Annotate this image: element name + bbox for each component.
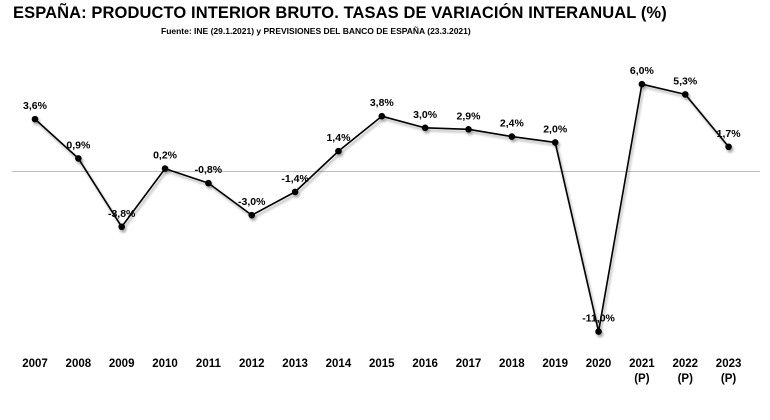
data-label-2022: 5,3% [673, 75, 698, 87]
data-label-2008: 0,9% [66, 139, 91, 151]
x-tick-label-2021: 2021 [629, 358, 655, 370]
x-tick-label-2017: 2017 [456, 358, 482, 370]
x-tick-label-2018: 2018 [499, 358, 525, 370]
chart-subtitle: Fuente: INE (29.1.2021) y PREVISIONES DE… [161, 26, 471, 36]
data-label-2007: 3,6% [23, 100, 48, 112]
x-tick-label-2022: 2022 [672, 358, 698, 370]
x-tick-label-2013: 2013 [282, 358, 308, 370]
x-tick-label-2016: 2016 [412, 358, 438, 370]
data-label-2019: 2,0% [543, 123, 568, 135]
data-point-2012 [248, 211, 256, 219]
x-tick-label-2023-p: (P) [721, 373, 737, 385]
chart-title: ESPAÑA: PRODUCTO INTERIOR BRUTO. TASAS D… [13, 4, 667, 22]
data-point-2018 [508, 133, 516, 140]
data-point-2009 [118, 223, 125, 231]
x-tick-label-2008: 2008 [66, 358, 92, 370]
data-point-2011 [205, 179, 212, 187]
x-tick-label-2007: 2007 [22, 358, 48, 370]
data-label-2012: -3,0% [238, 196, 266, 208]
series-line [34, 83, 730, 333]
data-label-2014: 1,4% [326, 132, 351, 144]
data-point-2010 [161, 165, 169, 172]
x-tick-label-2014: 2014 [326, 358, 352, 370]
data-label-2015: 3,8% [370, 97, 395, 109]
data-point-2020 [595, 328, 602, 335]
x-tick-label-2012: 2012 [239, 358, 265, 370]
data-point-2022 [681, 91, 689, 98]
data-point-2016 [421, 124, 429, 132]
x-tick-label-2022-p: (P) [678, 373, 694, 385]
x-tick-label-2019: 2019 [542, 358, 568, 370]
data-label-2010: 0,2% [153, 150, 178, 162]
series-group [31, 80, 732, 335]
x-tick-label-2011: 2011 [196, 358, 222, 370]
x-tick-label-2010: 2010 [152, 358, 178, 370]
data-label-2018: 2,4% [500, 118, 525, 130]
data-point-2019 [551, 139, 559, 146]
data-label-2009: -3,8% [108, 208, 136, 220]
x-tick-label-2023: 2023 [716, 358, 742, 370]
data-point-2008 [75, 155, 82, 162]
data-label-2021: 6,0% [630, 65, 655, 77]
data-point-2015 [378, 112, 386, 120]
x-tick-label-2020: 2020 [586, 358, 612, 370]
data-point-2014 [335, 147, 342, 155]
data-label-2016: 3,0% [413, 109, 438, 121]
x-tick-label-2021-p: (P) [634, 373, 650, 385]
data-point-2013 [291, 188, 299, 196]
data-label-2011: -0,8% [195, 164, 223, 176]
data-point-2007 [31, 115, 39, 123]
data-point-2017 [465, 126, 472, 133]
data-label-2017: 2,9% [457, 110, 482, 122]
data-point-2023 [725, 143, 732, 151]
x-tick-label-2009: 2009 [109, 358, 135, 370]
data-point-2021 [638, 80, 646, 88]
data-label-2013: -1,4% [281, 173, 309, 185]
data-label-2023: 1,7% [717, 128, 742, 140]
data-label-2020: -11,0% [582, 313, 615, 325]
x-tick-label-2015: 2015 [369, 358, 395, 370]
